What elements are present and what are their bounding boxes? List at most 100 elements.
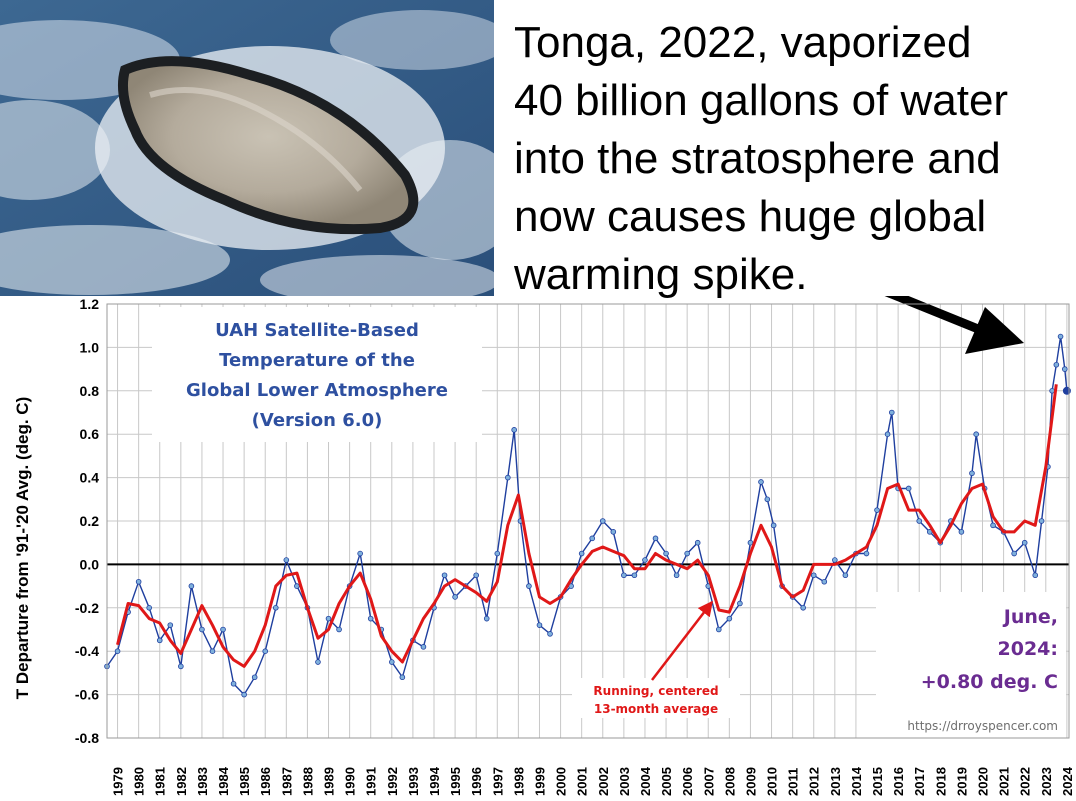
- x-tick-label: 2015: [870, 767, 885, 796]
- monthly-data-point: [842, 572, 849, 579]
- x-tick-label: 1986: [258, 767, 273, 796]
- x-tick-label: 1995: [448, 767, 463, 796]
- headline-line: 40 billion gallons of water: [514, 76, 1009, 125]
- eruption-plume: [118, 56, 419, 235]
- x-tick-label: 1997: [490, 767, 505, 796]
- monthly-data-point: [888, 409, 895, 416]
- x-tick-label: 2016: [891, 767, 906, 796]
- x-tick-label: 2020: [976, 767, 991, 796]
- monthly-data-point: [209, 648, 216, 654]
- x-tick-label: 2008: [722, 767, 737, 796]
- monthly-data-point: [536, 622, 543, 628]
- x-tick-label: 1982: [174, 767, 189, 796]
- x-tick-label: 1985: [237, 767, 252, 796]
- monthly-data-point: [874, 507, 880, 513]
- y-tick-label: 0.8: [80, 383, 100, 399]
- monthly-data-point: [167, 622, 174, 628]
- x-tick-label: 2013: [828, 767, 843, 796]
- running-label-line: 13-month average: [594, 702, 718, 716]
- x-tick-label: 2005: [659, 767, 674, 796]
- monthly-data-point: [821, 578, 828, 585]
- monthly-data-point: [810, 572, 817, 579]
- monthly-data-point: [315, 659, 321, 665]
- monthly-data-point: [1011, 550, 1017, 557]
- monthly-data-point: [452, 594, 458, 600]
- monthly-data-point: [1053, 361, 1060, 368]
- monthly-data-point: [441, 572, 448, 579]
- running-label-line: Running, centered: [593, 684, 718, 698]
- chart-title-line: Temperature of the: [219, 350, 415, 371]
- monthly-data-point: [990, 522, 996, 529]
- monthly-data-point: [631, 572, 638, 579]
- y-tick-label: 0.4: [80, 470, 100, 486]
- volcano-satellite-photo: [0, 0, 494, 296]
- x-tick-label: 2012: [807, 767, 822, 796]
- monthly-data-point: [958, 529, 965, 535]
- monthly-data-point: [863, 550, 870, 557]
- x-tick-label: 2018: [933, 767, 948, 796]
- monthly-data-point: [283, 557, 290, 563]
- headline-line: Tonga, 2022, vaporized: [514, 18, 972, 67]
- y-tick-label: 0.6: [80, 426, 100, 442]
- monthly-data-point: [526, 583, 532, 589]
- x-tick-label: 2019: [954, 767, 969, 796]
- headline-line: now causes huge global: [514, 192, 987, 241]
- x-tick-label: 1998: [511, 767, 526, 796]
- monthly-data-point: [420, 644, 427, 650]
- monthly-data-point: [473, 572, 479, 579]
- monthly-data-point: [505, 474, 511, 481]
- y-tick-label: -0.2: [75, 600, 99, 616]
- june-annotation-line: +0.80 deg. C: [921, 671, 1058, 693]
- y-tick-label: 0.2: [80, 513, 100, 529]
- x-tick-label: 2003: [617, 767, 632, 796]
- monthly-data-point: [747, 539, 754, 546]
- monthly-data-point: [589, 535, 596, 542]
- monthly-data-point: [483, 615, 490, 622]
- y-axis-label: T Departure from '91-'20 Avg. (deg. C): [13, 397, 32, 700]
- monthly-data-point: [916, 518, 923, 524]
- x-tick-label: 2001: [575, 767, 590, 796]
- monthly-data-point: [599, 518, 606, 524]
- y-tick-label: -0.4: [75, 643, 99, 659]
- june-annotation-box: [876, 592, 1066, 740]
- y-tick-label: 1.2: [80, 296, 100, 312]
- monthly-data-point: [357, 550, 363, 557]
- x-tick-label: 1993: [406, 767, 421, 796]
- chart-title-line: (Version 6.0): [252, 410, 383, 431]
- monthly-data-point: [336, 626, 342, 633]
- x-tick-label: 2017: [912, 767, 927, 796]
- monthly-data-point: [547, 631, 553, 637]
- x-tick-label: 2011: [786, 768, 801, 796]
- x-tick-label: 1987: [279, 767, 294, 796]
- x-tick-label: 1980: [132, 767, 147, 796]
- monthly-data-point: [1038, 518, 1045, 524]
- x-tick-label: 2002: [596, 767, 611, 796]
- chart-title-line: Global Lower Atmosphere: [186, 380, 448, 401]
- source-url: https://drroyspencer.com: [907, 719, 1058, 733]
- y-tick-label: 1.0: [80, 339, 100, 355]
- monthly-data-point: [832, 557, 838, 563]
- june-annotation-line: June,: [1002, 606, 1058, 628]
- monthly-data-point: [642, 557, 648, 563]
- x-tick-label: 1979: [111, 767, 126, 796]
- headline-line: warming spike.: [514, 250, 808, 299]
- x-tick-label: 1999: [532, 767, 547, 796]
- monthly-data-point: [389, 659, 395, 665]
- spike-pointer-arrow: [884, 296, 1024, 354]
- monthly-data-point: [578, 550, 585, 557]
- monthly-data-point: [262, 648, 269, 654]
- monthly-data-point: [673, 572, 680, 579]
- x-tick-label: 1984: [216, 766, 231, 796]
- temperature-chart: 1.2 1.0 0.8 0.6 0.4 0.2 0.0 -0.2 -0.4 -0.6 -0.8 19…: [13, 296, 1075, 796]
- latest-data-point: [1062, 386, 1071, 395]
- x-tick-label: 2004: [638, 766, 653, 796]
- monthly-data-point: [800, 604, 806, 611]
- headline-caption: Tonga, 2022, vaporized 40 billion gallon…: [514, 14, 1074, 304]
- monthly-data-point: [969, 470, 975, 477]
- monthly-data-point: [684, 550, 690, 557]
- monthly-data-point: [146, 604, 152, 611]
- monthly-data-point: [188, 583, 195, 589]
- monthly-data-point: [1021, 539, 1028, 546]
- x-tick-label: 1991: [364, 767, 379, 796]
- x-tick-label: 1994: [427, 766, 442, 796]
